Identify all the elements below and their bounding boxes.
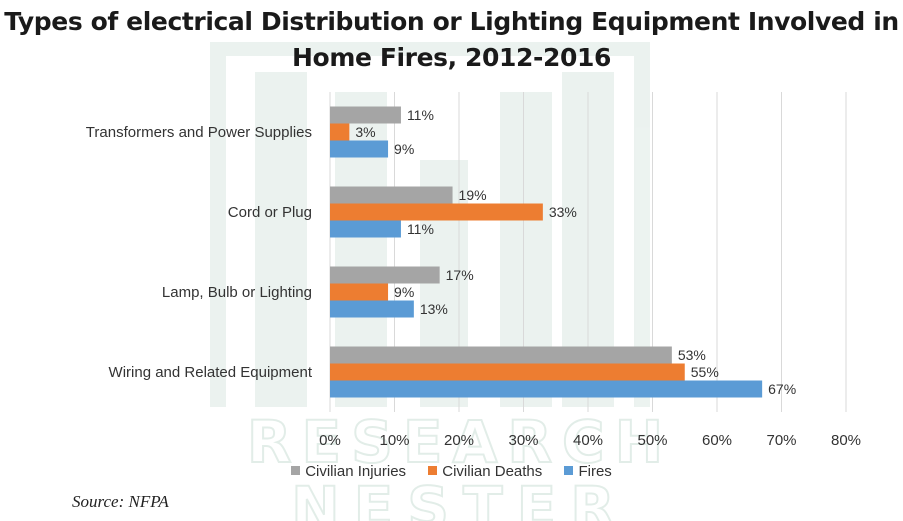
chart-title: Types of electrical Distribution or Ligh… [4,7,899,72]
bar-civilian-deaths-lamp-bulb-or-lighting [330,283,389,301]
data-label-civilian-injuries-transformers-and-power-supplies: 11% [407,107,434,123]
x-tick-label-0: 0% [319,432,341,449]
legend-label-civilian-injuries: Civilian Injuries [305,463,407,480]
x-tick-label-80: 80% [831,432,861,449]
x-tick-label-50: 50% [637,432,667,449]
x-tick-label-70: 70% [766,432,796,449]
data-label-fires-lamp-bulb-or-lighting: 13% [420,301,448,317]
data-label-civilian-deaths-cord-or-plug: 33% [549,204,577,220]
legend-swatch-civilian-injuries [291,466,301,475]
bar-fires-wiring-and-related-equipment [330,380,763,398]
bar-fires-transformers-and-power-supplies [330,140,389,158]
data-label-civilian-injuries-lamp-bulb-or-lighting: 17% [446,267,474,283]
data-label-fires-wiring-and-related-equipment: 67% [768,381,796,397]
bar-civilian-injuries-wiring-and-related-equipment [330,346,672,364]
x-tick-label-20: 20% [444,432,474,449]
legend-label-civilian-deaths: Civilian Deaths [442,463,543,480]
watermark-line2: NESTER [291,474,629,521]
source-note: Source: NFPA [72,492,169,511]
bar-fires-cord-or-plug [330,220,401,238]
bar-civilian-injuries-lamp-bulb-or-lighting [330,266,440,284]
category-label-wiring-and-related-equipment: Wiring and Related Equipment [109,364,313,381]
category-label-cord-or-plug: Cord or Plug [228,204,312,221]
category-label-lamp-bulb-or-lighting: Lamp, Bulb or Lighting [162,284,312,301]
category-labels: Transformers and Power Supplies Cord or P… [86,124,313,381]
data-label-fires-cord-or-plug: 11% [407,221,434,237]
data-label-civilian-injuries-wiring-and-related-equipment: 53% [678,347,706,363]
data-label-civilian-deaths-transformers-and-power-supplies: 3% [355,124,375,140]
bar-civilian-injuries-transformers-and-power-supplies [330,106,401,124]
bar-civilian-deaths-transformers-and-power-supplies [330,123,350,141]
data-label-civilian-deaths-wiring-and-related-equipment: 55% [691,364,719,380]
x-tick-label-10: 10% [379,432,409,449]
legend-item-civilian-deaths: Civilian Deaths [428,463,542,480]
bar-fires-lamp-bulb-or-lighting [330,300,414,318]
legend-label-fires: Fires [578,463,612,480]
legend: Civilian Injuries Civilian Deaths Fires [0,463,903,480]
data-label-civilian-deaths-lamp-bulb-or-lighting: 9% [394,284,414,300]
data-label-fires-transformers-and-power-supplies: 9% [394,141,414,157]
bar-civilian-deaths-wiring-and-related-equipment [330,363,685,381]
x-tick-label-30: 30% [508,432,538,449]
x-tick-labels: 0% 10% 20% 30% 40% 50% 60% 70% 80% [319,432,861,449]
legend-swatch-fires [564,466,574,475]
bars: 11% 3% 9% 19% 33% 11% 17% 9% 13% 53%55% 67% [330,106,796,398]
watermark-line1: RESEARCH [247,408,673,476]
bar-civilian-deaths-cord-or-plug [330,203,543,221]
x-tick-label-40: 40% [573,432,603,449]
category-label-transformers-and-power-supplies: Transformers and Power Supplies [86,124,312,141]
legend-swatch-civilian-deaths [428,466,438,475]
data-label-civilian-injuries-cord-or-plug: 19% [459,187,487,203]
x-tick-label-60: 60% [702,432,732,449]
legend-item-fires: Fires [564,463,612,480]
bar-civilian-injuries-cord-or-plug [330,186,453,204]
legend-item-civilian-injuries: Civilian Injuries [291,463,406,480]
